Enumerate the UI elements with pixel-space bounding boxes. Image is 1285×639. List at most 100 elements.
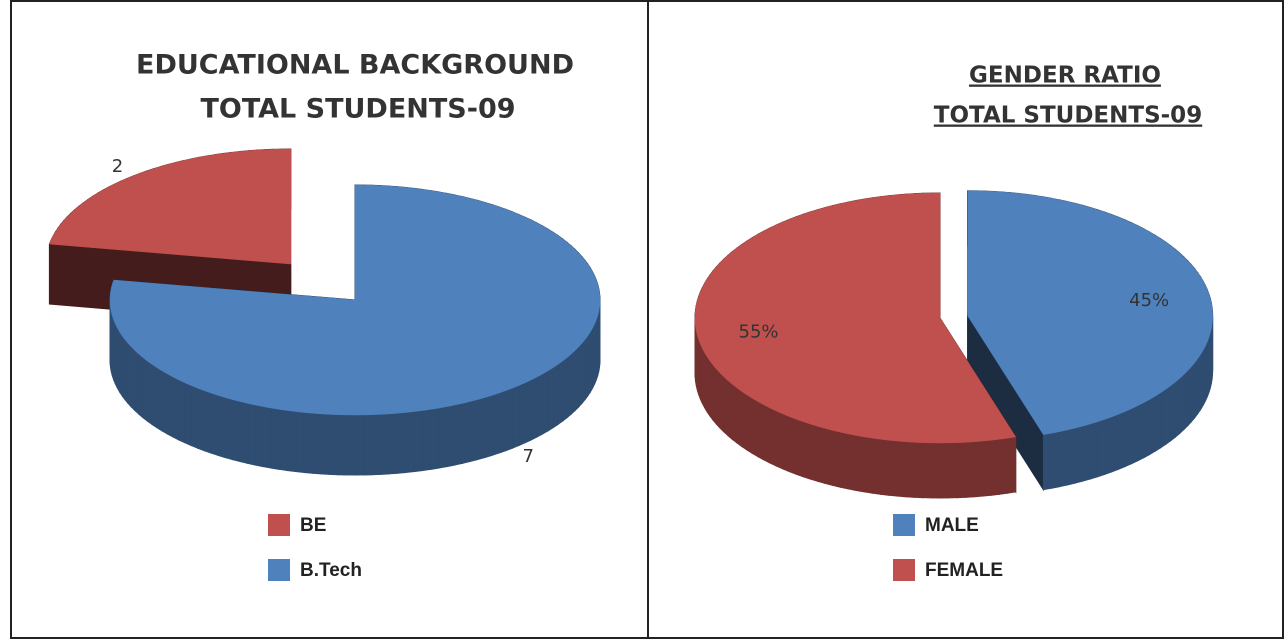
slice-side <box>802 420 811 480</box>
slice-side <box>461 400 471 464</box>
slice-side <box>151 363 158 429</box>
slice-side <box>775 410 784 470</box>
slice-side <box>1160 388 1167 449</box>
slice-side <box>536 373 544 438</box>
slice-side <box>484 394 493 459</box>
slice-side <box>557 359 564 426</box>
slice-side <box>948 442 958 499</box>
slice-side <box>295 411 305 474</box>
slice-side <box>320 413 330 475</box>
slice-side <box>1143 398 1151 459</box>
slice-side <box>184 381 192 447</box>
slice-side <box>138 352 144 419</box>
slice-side <box>224 396 233 461</box>
slice-side <box>380 413 390 475</box>
slice-side <box>345 414 356 476</box>
slice-side <box>1154 391 1162 453</box>
legend-label: MALE <box>925 515 979 536</box>
slice-side <box>888 439 898 497</box>
slice-side <box>172 376 180 441</box>
slice-side <box>197 387 205 452</box>
slice-side <box>1187 365 1192 427</box>
slice-side <box>913 441 924 499</box>
slice-side <box>405 411 415 474</box>
slice-side <box>998 437 1009 495</box>
slice-side <box>337 414 347 476</box>
slice-side <box>736 386 743 448</box>
slice-side <box>855 434 865 493</box>
slice-side <box>922 442 932 499</box>
slice-side <box>769 407 777 467</box>
slice-side <box>578 341 583 409</box>
slice-side <box>1050 431 1060 489</box>
slice-side <box>552 363 559 429</box>
slice-side <box>190 384 199 449</box>
slice-side <box>422 408 432 472</box>
slice-side <box>232 398 241 463</box>
slice-side <box>161 369 168 435</box>
data-label: 55% <box>739 322 779 343</box>
pie-slice <box>967 190 1213 435</box>
legend-swatch <box>893 559 915 581</box>
slice-side <box>134 349 140 416</box>
slice-side <box>973 440 984 498</box>
slice-side <box>847 433 857 492</box>
slice-side <box>278 408 288 472</box>
chart-subtitle: TOTAL STUDENTS-09 <box>934 103 1202 129</box>
slice-side <box>530 376 538 441</box>
slice-side <box>741 390 748 451</box>
chart-title: EDUCATIONAL BACKGROUND <box>136 50 574 81</box>
slice-side <box>1007 436 1017 494</box>
slice-side <box>1058 429 1068 488</box>
slice-side <box>286 409 297 473</box>
slice-side <box>832 429 841 488</box>
slice-side <box>477 396 486 461</box>
slice-side <box>217 394 226 459</box>
slice-side <box>518 381 526 447</box>
pie-slice <box>109 184 601 416</box>
slice-side <box>303 411 313 474</box>
slice-side <box>570 349 576 416</box>
slice-side <box>1111 413 1119 473</box>
slice-side <box>446 404 456 468</box>
slice-side <box>547 366 554 432</box>
slice-side <box>880 438 890 496</box>
slice-side <box>757 400 765 461</box>
slice-side <box>1082 423 1091 482</box>
slice-side <box>1131 404 1139 465</box>
slice-side <box>990 438 1000 496</box>
slice-side <box>1137 401 1145 462</box>
slice-side <box>156 366 163 432</box>
slice-side <box>905 441 915 498</box>
slice-side <box>1183 369 1189 431</box>
slice-side <box>896 440 907 498</box>
slice-side <box>871 437 882 495</box>
slice-side <box>210 392 219 457</box>
legend-label: BE <box>300 515 326 536</box>
pie-slice <box>49 148 291 265</box>
slice-side <box>982 439 992 497</box>
slice-side <box>311 412 322 475</box>
slice-side <box>863 436 873 494</box>
slice-side <box>1179 373 1185 435</box>
slice-side <box>574 345 580 412</box>
slice-side <box>469 398 478 463</box>
slice-side <box>239 400 249 464</box>
slice-side <box>254 404 264 468</box>
slice-side <box>524 379 532 444</box>
data-label: 45% <box>1129 290 1169 311</box>
slice-side <box>562 356 568 422</box>
slice-side <box>1066 427 1076 486</box>
slice-side <box>715 367 721 430</box>
legend-swatch <box>268 559 290 581</box>
slice-side <box>839 431 849 490</box>
slice-side <box>731 383 738 444</box>
slice-side <box>328 413 339 476</box>
slice-side <box>1042 432 1052 491</box>
slice-side <box>1190 361 1196 423</box>
slice-side <box>203 389 212 454</box>
slice-side <box>956 441 967 499</box>
slice-side <box>788 415 797 475</box>
slice-side <box>1117 410 1126 471</box>
slice-side <box>1174 377 1181 439</box>
